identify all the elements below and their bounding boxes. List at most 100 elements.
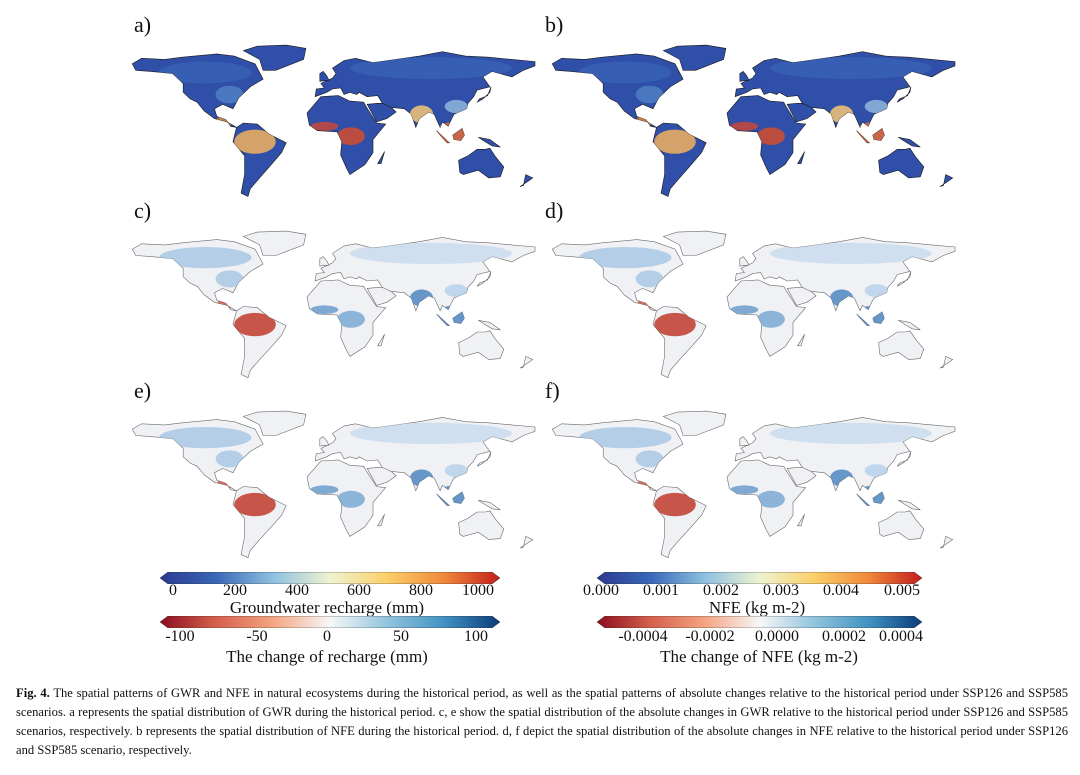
japan-landmass <box>476 271 492 287</box>
tick-labels: -0.0004 -0.0002 0.0000 0.0002 0.0004 <box>597 614 923 666</box>
east-us-patch <box>635 85 664 104</box>
colorbar-gwr-absolute: 0 200 400 600 800 1000 Groundwater recha… <box>160 570 500 617</box>
tick-label: 0.004 <box>823 582 859 599</box>
greenland-landmass <box>662 410 727 436</box>
new-guinea-landmass <box>478 320 501 331</box>
australia-landmass <box>878 330 925 360</box>
india-patch <box>830 105 854 123</box>
boreal-eu-patch <box>349 57 512 80</box>
india-patch <box>830 289 854 307</box>
panel-f: f) <box>540 380 960 565</box>
australia-landmass <box>458 147 505 179</box>
congo-patch <box>337 310 365 328</box>
tick-label: 0 <box>169 582 177 599</box>
madagascar-landmass <box>797 333 805 347</box>
figure-caption: Fig. 4. The spatial patterns of GWR and … <box>16 684 1068 760</box>
colorbar-title: The change of NFE (kg m-2) <box>660 647 858 666</box>
east-us-patch <box>635 270 664 288</box>
boreal-na-patch <box>578 61 672 84</box>
arabia-landmass <box>366 467 397 486</box>
arabia-landmass <box>786 467 817 486</box>
new-guinea-landmass <box>898 500 921 511</box>
colorbar-nfe-change: -0.0004 -0.0002 0.0000 0.0002 0.0004 The… <box>597 614 923 666</box>
world-map <box>131 410 536 559</box>
panel-a: a) <box>120 14 540 204</box>
tick-label: 0.005 <box>884 582 920 599</box>
amazon-patch <box>654 492 696 517</box>
amazon-patch <box>234 492 276 517</box>
west-africa-patch <box>730 485 759 494</box>
boreal-na-patch <box>158 247 252 269</box>
tick-label: -0.0004 <box>618 628 668 645</box>
japan-landmass <box>896 451 912 467</box>
world-map <box>131 230 536 379</box>
uk-landmass <box>739 436 750 447</box>
new-zealand-landmass <box>939 174 954 187</box>
boreal-na-patch <box>158 61 252 84</box>
australia-landmass <box>458 330 505 360</box>
congo-patch <box>757 127 785 145</box>
new-zealand-landmass <box>519 535 534 549</box>
panel-label: d) <box>545 198 564 223</box>
new-guinea-landmass <box>478 500 501 511</box>
amazon-patch <box>234 312 276 337</box>
new-zealand-landmass <box>519 174 534 187</box>
colorbar-gwr-change: -100 -50 0 50 100 The change of recharge… <box>160 614 500 666</box>
china-south-patch <box>444 284 468 297</box>
new-zealand-landmass <box>519 355 534 369</box>
greenland-landmass <box>242 230 307 256</box>
china-south-patch <box>444 464 468 477</box>
australia-landmass <box>878 147 925 179</box>
japan-landmass <box>476 451 492 467</box>
arabia-landmass <box>366 103 397 123</box>
tick-labels: 0.000 0.001 0.002 0.003 0.004 0.005 <box>583 570 922 612</box>
india-patch <box>410 289 434 307</box>
west-africa-patch <box>730 121 759 131</box>
panel-e: e) <box>120 380 540 565</box>
greenland-landmass <box>662 44 727 71</box>
west-africa-patch <box>310 121 339 131</box>
boreal-na-patch <box>578 427 672 449</box>
boreal-na-patch <box>578 247 672 269</box>
uk-landmass <box>319 436 330 447</box>
colorbar-nfe-absolute: 0.000 0.001 0.002 0.003 0.004 0.005 NFE … <box>583 570 922 617</box>
india-patch <box>410 469 434 487</box>
east-us-patch <box>635 450 664 468</box>
india-patch <box>830 469 854 487</box>
colorbar-title: Groundwater recharge (mm) <box>229 598 425 617</box>
congo-patch <box>337 127 365 145</box>
colorbar-ramp <box>160 572 500 584</box>
tick-label: 0.000 <box>583 582 619 599</box>
china-south-patch <box>864 464 888 477</box>
panel-b: b) <box>540 14 960 204</box>
panel-c: c) <box>120 200 540 385</box>
new-guinea-landmass <box>898 320 921 331</box>
tick-label: 0.0000 <box>755 628 799 645</box>
amazon-patch <box>234 129 276 154</box>
tick-label: -0.0002 <box>685 628 735 645</box>
figure-label: Fig. 4. <box>16 686 50 700</box>
colorbar-gradient <box>597 572 922 584</box>
tick-label: -50 <box>246 628 268 645</box>
arabia-landmass <box>786 287 817 306</box>
boreal-eu-patch <box>769 57 932 80</box>
colorbar-title: NFE (kg m-2) <box>708 598 806 617</box>
value-patches <box>578 57 932 154</box>
china-south-patch <box>864 99 888 114</box>
tick-label: 0 <box>323 628 331 645</box>
caption-text: The spatial patterns of GWR and NFE in n… <box>16 686 1068 757</box>
tick-label: 0.0002 <box>822 628 866 645</box>
colorbar-ramp <box>597 616 922 628</box>
arabia-landmass <box>366 287 397 306</box>
congo-patch <box>337 490 365 508</box>
world-map <box>131 44 536 197</box>
boreal-eu-patch <box>769 242 932 264</box>
value-patches <box>578 422 932 517</box>
panel-label: b) <box>545 12 564 37</box>
west-africa-patch <box>310 305 339 314</box>
australia-landmass <box>878 510 925 540</box>
east-us-patch <box>215 270 244 288</box>
colorbar-gradient <box>160 616 500 628</box>
tick-label: 0.001 <box>643 582 679 599</box>
tick-labels: 0 200 400 600 800 1000 <box>160 570 500 612</box>
